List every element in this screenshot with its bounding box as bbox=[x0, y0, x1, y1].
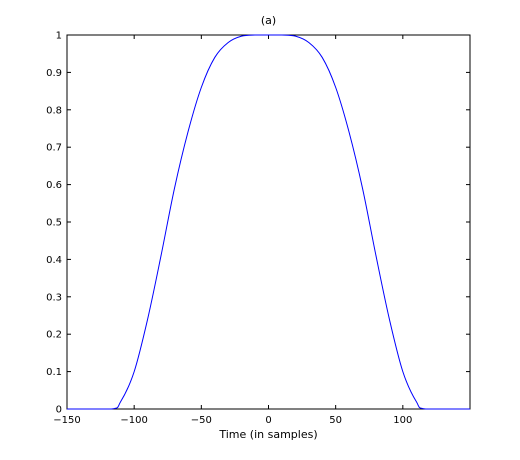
y-tick-label: 0.1 bbox=[46, 367, 62, 378]
y-tick-label: 0.3 bbox=[46, 292, 62, 303]
x-tick-label: 50 bbox=[329, 415, 342, 426]
y-tick-label: 0 bbox=[56, 405, 62, 416]
y-tick-label: 0.4 bbox=[46, 255, 62, 266]
x-tick-label: 0 bbox=[265, 415, 271, 426]
y-tick-label: 1 bbox=[56, 31, 62, 42]
x-axis-label: Time (in samples) bbox=[218, 428, 317, 441]
y-tick-label: 0.9 bbox=[46, 68, 62, 79]
chart-title: (a) bbox=[261, 14, 276, 27]
x-tick-label: 100 bbox=[393, 415, 412, 426]
plot-area bbox=[66, 34, 471, 410]
y-tick-label: 0.7 bbox=[46, 143, 62, 154]
series-line bbox=[67, 34, 470, 410]
y-tick-label: 0.8 bbox=[46, 105, 62, 116]
y-tick-label: 0.5 bbox=[46, 218, 62, 229]
axis-tick-labels: −150 −100 −50 0 50 100 0 0.1 0.2 0.3 0.4 0.5 0.6 0.7 0… bbox=[46, 31, 412, 427]
x-tick-label: −100 bbox=[120, 415, 147, 426]
x-tick-label: −50 bbox=[191, 415, 212, 426]
x-tick-label: −150 bbox=[53, 415, 80, 426]
y-tick-label: 0.6 bbox=[46, 180, 62, 191]
y-tick-label: 0.2 bbox=[46, 330, 62, 341]
